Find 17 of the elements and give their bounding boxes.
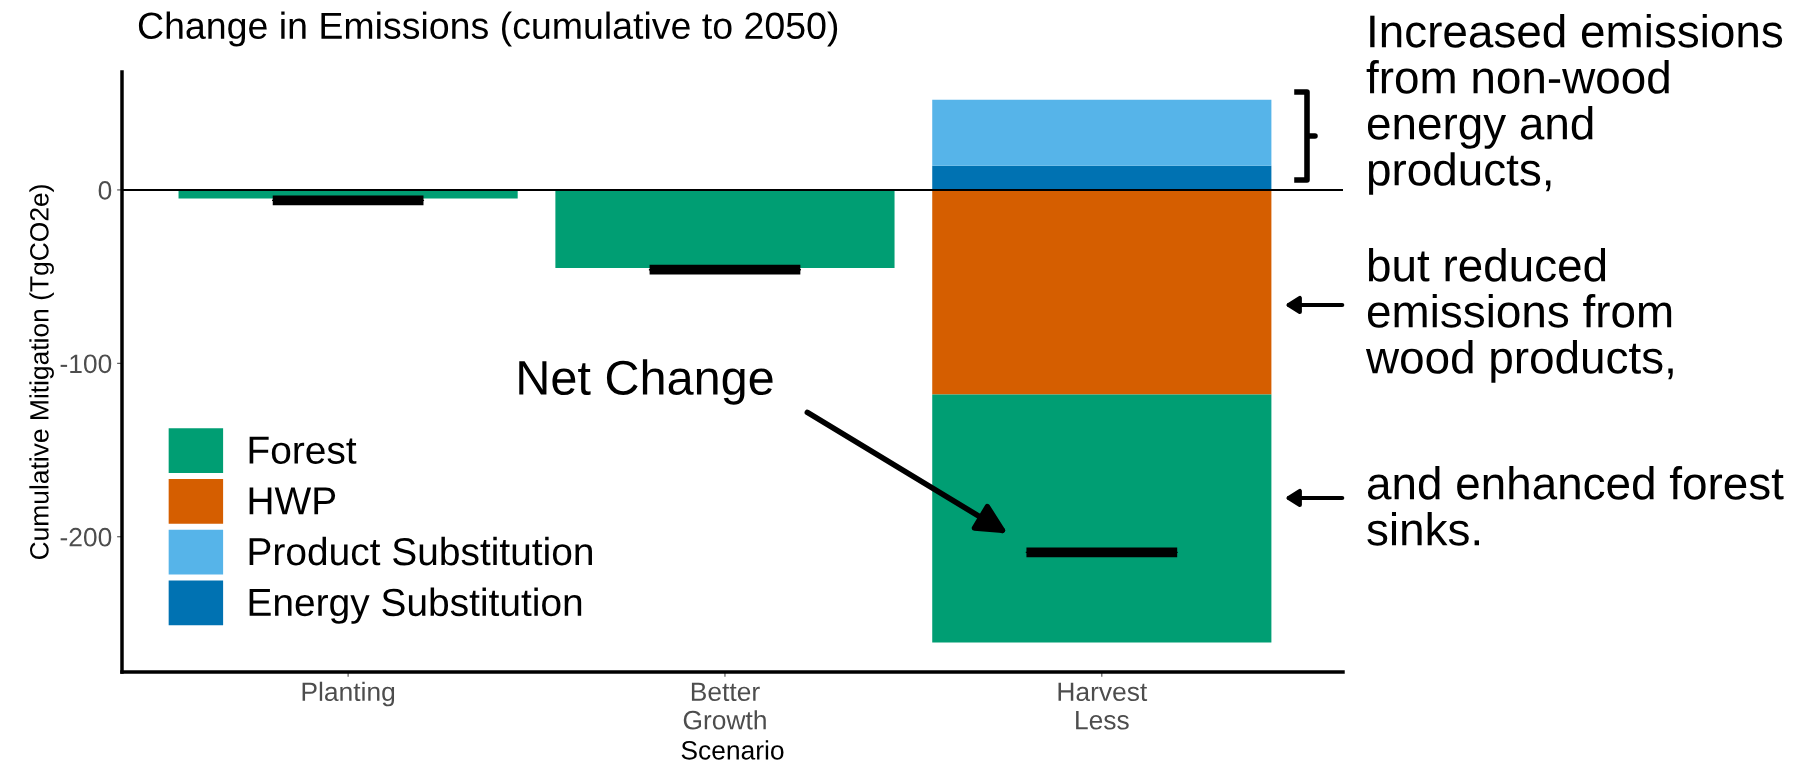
- x-tick-label: Planting: [302, 681, 395, 707]
- x-tick-label: Harvest Less: [1058, 682, 1148, 730]
- x-tick-label: Better Growth: [683, 682, 766, 730]
- legend-label: Forest: [249, 436, 357, 464]
- y-tick-label: -200: [60, 527, 112, 547]
- legend-label: Product Substitution: [249, 536, 592, 566]
- y-axis-title: Cumulative Mitigation (TgCO2e): [29, 185, 54, 560]
- x-axis-title: Scenario: [681, 740, 784, 760]
- text: Increased emissions from non-wood energy and products,: [1366, 14, 1783, 195]
- chart-title: Change in Emissions (cumulative to 2050): [138, 11, 838, 47]
- legend-label: HWP: [249, 487, 336, 515]
- annotation: Net Change: [519, 359, 773, 405]
- legend-label: Energy Substitution: [249, 587, 582, 624]
- text: but reduced emissions from wood products,: [1365, 248, 1673, 383]
- y-tick-label: 0: [98, 181, 112, 200]
- y-tick-label: -100: [60, 354, 112, 374]
- text: and enhanced forest sinks.: [1367, 466, 1784, 546]
